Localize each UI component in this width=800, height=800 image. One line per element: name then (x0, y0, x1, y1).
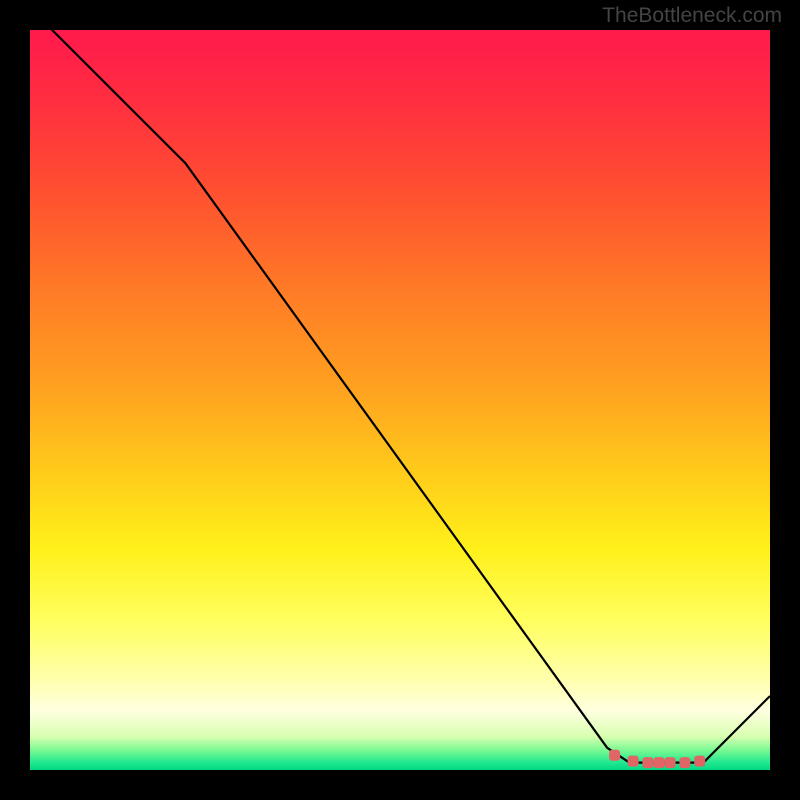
data-marker (642, 757, 653, 768)
data-marker (665, 757, 676, 768)
data-marker (609, 750, 620, 761)
data-marker (654, 757, 665, 768)
data-marker (679, 757, 690, 768)
data-marker (694, 756, 705, 767)
data-line-path (30, 30, 770, 763)
watermark-text: TheBottleneck.com (602, 4, 782, 28)
plot-area (30, 30, 770, 770)
data-marker (628, 756, 639, 767)
chart-overlay (30, 30, 770, 770)
data-line (30, 30, 770, 763)
